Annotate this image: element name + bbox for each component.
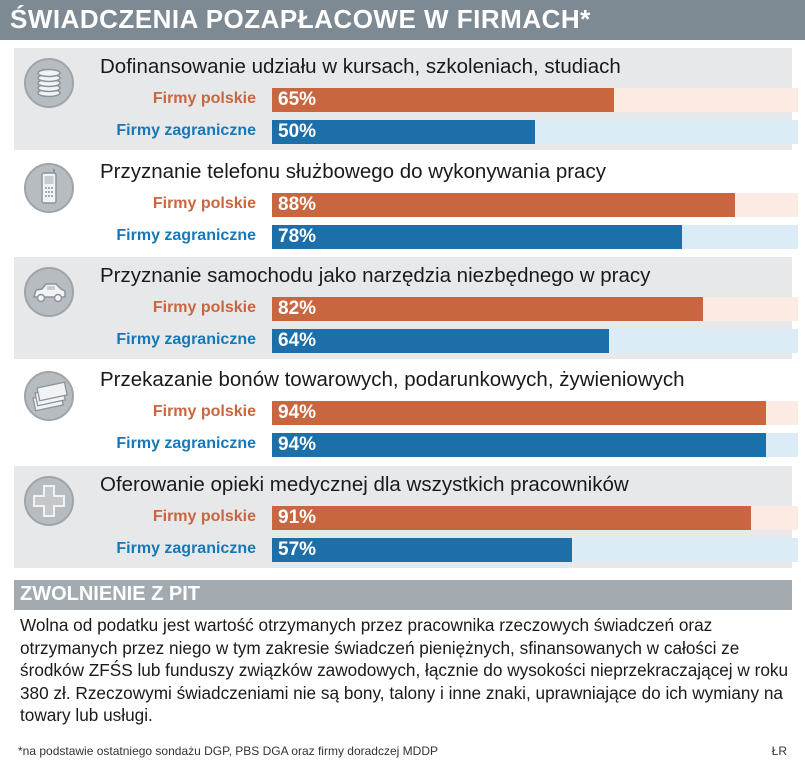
benefit-label: Przekazanie bonów towarowych, podarunkow… — [100, 368, 685, 391]
bar-track: 82% — [272, 297, 798, 321]
bar-value-label: 94% — [278, 402, 317, 423]
title-bar: ŚWIADCZENIA POZAPŁACOWE W FIRMACH* — [0, 0, 805, 40]
bar-track: 91% — [272, 506, 798, 530]
medical-cross-icon — [24, 476, 74, 526]
bar-foreign: 64% — [272, 329, 609, 353]
bar-foreign: 50% — [272, 120, 535, 144]
benefit-label: Przyznanie telefonu służbowego do wykony… — [100, 160, 606, 183]
bar-value-label: 64% — [278, 330, 317, 351]
pit-header: ZWOLNIENIE Z PIT — [14, 580, 792, 610]
chart-title: ŚWIADCZENIA POZAPŁACOWE W FIRMACH* — [10, 4, 591, 34]
series-label-polish: Firmy polskie — [152, 299, 256, 316]
bar-track: 94% — [272, 401, 798, 425]
benefit-group: Przyznanie telefonu służbowego do wykony… — [14, 153, 798, 255]
bar-value-label: 91% — [278, 507, 317, 528]
benefit-group: Oferowanie opieki medycznej dla wszystki… — [14, 466, 798, 568]
pit-body-text: Wolna od podatku jest wartość otrzymanyc… — [20, 615, 789, 725]
series-label-foreign: Firmy zagraniczne — [116, 540, 256, 557]
coins-icon — [24, 58, 74, 108]
series-label-foreign: Firmy zagraniczne — [116, 122, 256, 139]
series-label-foreign: Firmy zagraniczne — [116, 331, 256, 348]
bar-polish: 82% — [272, 297, 703, 321]
series-label-polish: Firmy polskie — [152, 195, 256, 212]
bar-polish: 65% — [272, 88, 614, 112]
series-label-polish: Firmy polskie — [152, 508, 256, 525]
bar-foreign: 78% — [272, 225, 682, 249]
benefit-group: Przekazanie bonów towarowych, podarunkow… — [14, 361, 798, 463]
bar-value-label: 50% — [278, 121, 317, 142]
series-label-polish: Firmy polskie — [152, 90, 256, 107]
benefit-label: Dofinansowanie udziału w kursach, szkole… — [100, 55, 621, 78]
bar-foreign: 57% — [272, 538, 572, 562]
bar-track: 94% — [272, 433, 798, 457]
bar-value-label: 94% — [278, 434, 317, 455]
phone-icon — [24, 163, 74, 213]
benefit-group: Dofinansowanie udziału w kursach, szkole… — [14, 48, 798, 150]
bar-polish: 94% — [272, 401, 766, 425]
benefit-label: Przyznanie samochodu jako narzędzia niez… — [100, 264, 651, 287]
series-label-foreign: Firmy zagraniczne — [116, 227, 256, 244]
bar-value-label: 82% — [278, 298, 317, 319]
bar-track: 78% — [272, 225, 798, 249]
bar-track: 64% — [272, 329, 798, 353]
series-label-polish: Firmy polskie — [152, 403, 256, 420]
author-initials: ŁR — [771, 744, 787, 758]
bar-track: 65% — [272, 88, 798, 112]
vouchers-icon — [24, 371, 74, 421]
bar-value-label: 57% — [278, 539, 317, 560]
series-label-foreign: Firmy zagraniczne — [116, 435, 256, 452]
bar-foreign: 94% — [272, 433, 766, 457]
bar-track: 57% — [272, 538, 798, 562]
benefit-group: Przyznanie samochodu jako narzędzia niez… — [14, 257, 798, 359]
bar-track: 88% — [272, 193, 798, 217]
benefit-label: Oferowanie opieki medycznej dla wszystki… — [100, 473, 629, 496]
bar-value-label: 65% — [278, 89, 317, 110]
pit-heading: ZWOLNIENIE Z PIT — [20, 583, 200, 605]
bar-track: 50% — [272, 120, 798, 144]
car-icon — [24, 267, 74, 317]
bar-polish: 91% — [272, 506, 751, 530]
bar-value-label: 78% — [278, 226, 317, 247]
bar-polish: 88% — [272, 193, 735, 217]
bar-value-label: 88% — [278, 194, 317, 215]
footnote: *na podstawie ostatniego sondażu DGP, PB… — [18, 744, 438, 758]
